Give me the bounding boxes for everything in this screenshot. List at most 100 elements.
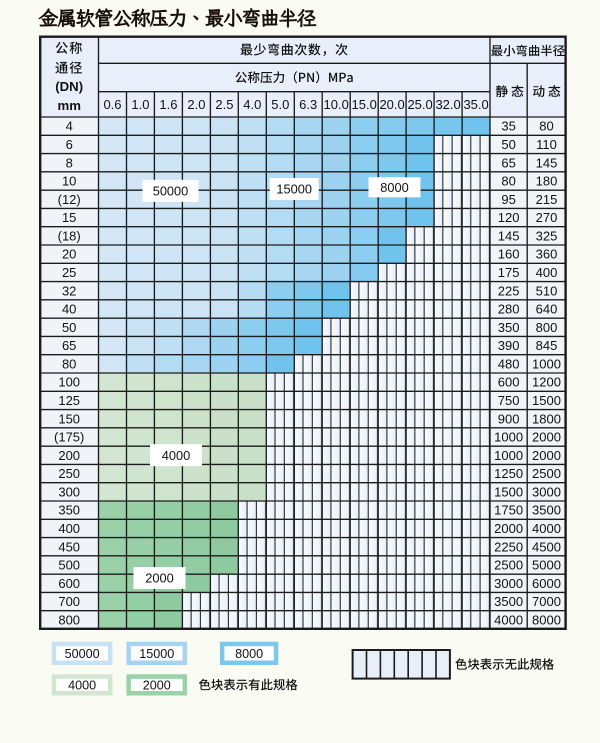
svg-text:2000: 2000: [532, 430, 561, 445]
svg-text:1250: 1250: [494, 466, 523, 481]
svg-text:480: 480: [498, 357, 520, 372]
svg-text:1.6: 1.6: [159, 97, 177, 112]
svg-text:15000: 15000: [276, 182, 312, 197]
svg-text:(12): (12): [58, 192, 81, 207]
svg-text:600: 600: [58, 576, 80, 591]
svg-text:3500: 3500: [494, 594, 523, 609]
svg-text:125: 125: [58, 393, 80, 408]
svg-text:225: 225: [498, 283, 520, 298]
svg-text:280: 280: [498, 302, 520, 317]
svg-text:(DN): (DN): [55, 79, 83, 94]
svg-text:600: 600: [498, 375, 520, 390]
svg-text:20.0: 20.0: [379, 97, 404, 112]
svg-text:2500: 2500: [494, 558, 523, 573]
svg-text:2000: 2000: [532, 448, 561, 463]
svg-text:180: 180: [536, 174, 558, 189]
svg-text:120: 120: [498, 210, 520, 225]
svg-text:300: 300: [58, 485, 80, 500]
svg-text:80: 80: [539, 119, 553, 134]
svg-text:40: 40: [62, 302, 76, 317]
svg-text:80: 80: [62, 357, 76, 372]
svg-text:8000: 8000: [532, 613, 561, 628]
svg-text:450: 450: [58, 539, 80, 554]
svg-text:700: 700: [58, 594, 80, 609]
svg-text:1000: 1000: [532, 357, 561, 372]
svg-text:65: 65: [62, 338, 76, 353]
svg-text:270: 270: [536, 210, 558, 225]
svg-text:25.0: 25.0: [407, 97, 432, 112]
svg-text:2000: 2000: [494, 521, 523, 536]
svg-text:145: 145: [536, 155, 558, 170]
svg-text:35: 35: [501, 119, 515, 134]
svg-text:510: 510: [536, 283, 558, 298]
svg-text:6000: 6000: [532, 576, 561, 591]
svg-text:1000: 1000: [494, 430, 523, 445]
svg-text:20: 20: [62, 247, 76, 262]
svg-text:mm: mm: [57, 98, 80, 113]
svg-text:10: 10: [62, 174, 76, 189]
svg-text:5.0: 5.0: [271, 97, 289, 112]
svg-text:1200: 1200: [532, 375, 561, 390]
svg-text:350: 350: [58, 503, 80, 518]
svg-text:(18): (18): [58, 229, 81, 244]
svg-text:2000: 2000: [145, 571, 173, 586]
svg-text:15.0: 15.0: [352, 97, 377, 112]
svg-text:1.0: 1.0: [131, 97, 149, 112]
svg-text:35.0: 35.0: [463, 97, 488, 112]
svg-text:65: 65: [501, 155, 515, 170]
svg-text:800: 800: [58, 613, 80, 628]
svg-text:6: 6: [66, 137, 73, 152]
svg-text:8000: 8000: [380, 180, 408, 195]
svg-text:900: 900: [498, 411, 520, 426]
svg-text:800: 800: [536, 320, 558, 335]
svg-text:(175): (175): [54, 430, 84, 445]
svg-text:110: 110: [536, 137, 557, 152]
svg-text:215: 215: [536, 192, 558, 207]
svg-text:400: 400: [536, 265, 558, 280]
svg-text:0.6: 0.6: [103, 97, 121, 112]
svg-text:95: 95: [501, 192, 515, 207]
svg-text:32.0: 32.0: [435, 97, 460, 112]
svg-text:10.0: 10.0: [324, 97, 349, 112]
svg-text:2.0: 2.0: [187, 97, 205, 112]
svg-text:750: 750: [498, 393, 520, 408]
svg-text:4000: 4000: [494, 613, 523, 628]
svg-text:1500: 1500: [494, 485, 523, 500]
svg-text:50: 50: [62, 320, 76, 335]
svg-text:80: 80: [501, 174, 515, 189]
svg-text:6.3: 6.3: [299, 97, 317, 112]
svg-text:4.0: 4.0: [243, 97, 261, 112]
svg-text:1750: 1750: [494, 503, 523, 518]
svg-text:845: 845: [536, 338, 558, 353]
svg-text:4000: 4000: [532, 521, 561, 536]
svg-text:15000: 15000: [139, 647, 174, 661]
svg-text:3000: 3000: [532, 485, 561, 500]
svg-text:50000: 50000: [153, 183, 189, 198]
svg-text:390: 390: [498, 338, 520, 353]
svg-text:1800: 1800: [532, 411, 561, 426]
svg-text:2500: 2500: [532, 466, 561, 481]
svg-text:4000: 4000: [162, 448, 190, 463]
svg-text:4000: 4000: [68, 678, 96, 692]
svg-text:145: 145: [498, 229, 520, 244]
svg-text:15: 15: [62, 210, 76, 225]
svg-text:325: 325: [536, 229, 558, 244]
svg-text:400: 400: [58, 521, 80, 536]
svg-text:150: 150: [58, 411, 80, 426]
svg-text:2.5: 2.5: [215, 97, 233, 112]
svg-text:4500: 4500: [532, 539, 561, 554]
svg-text:200: 200: [58, 448, 80, 463]
svg-text:4: 4: [66, 119, 73, 134]
svg-text:32: 32: [62, 283, 76, 298]
svg-text:5000: 5000: [532, 558, 561, 573]
svg-text:350: 350: [498, 320, 520, 335]
svg-text:175: 175: [498, 265, 520, 280]
svg-text:100: 100: [58, 375, 80, 390]
svg-text:360: 360: [536, 247, 558, 262]
svg-text:640: 640: [536, 302, 558, 317]
svg-text:8: 8: [66, 155, 73, 170]
svg-text:50: 50: [501, 137, 515, 152]
svg-text:7000: 7000: [532, 594, 561, 609]
svg-text:1000: 1000: [494, 448, 523, 463]
svg-text:160: 160: [498, 247, 520, 262]
